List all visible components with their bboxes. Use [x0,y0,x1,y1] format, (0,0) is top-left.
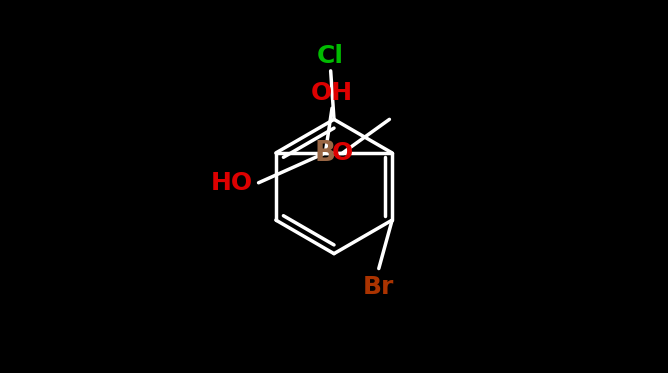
Text: B: B [315,139,336,167]
Text: OH: OH [311,81,353,105]
Text: Cl: Cl [317,44,344,68]
Text: HO: HO [211,171,253,195]
Text: Br: Br [363,275,395,299]
Text: O: O [332,141,353,165]
